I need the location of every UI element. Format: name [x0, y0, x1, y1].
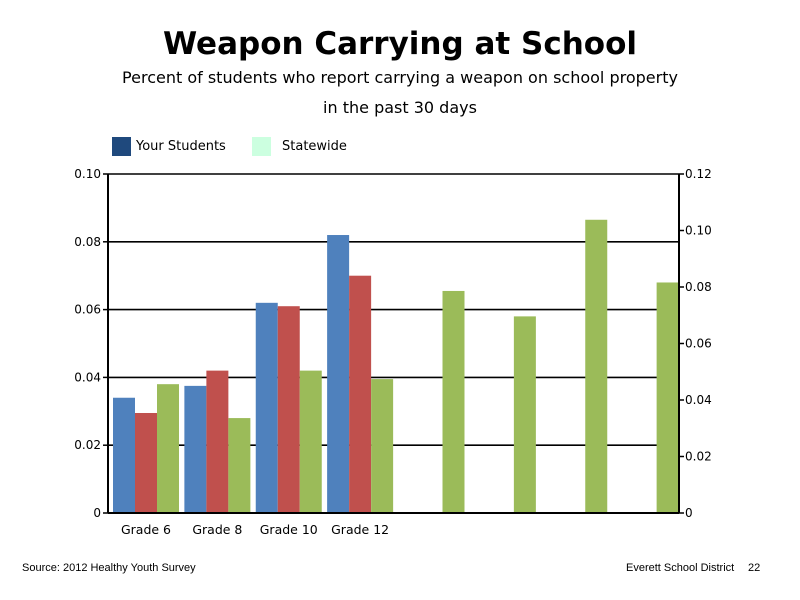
right-tick-label: 0.08: [685, 280, 712, 294]
bar: [299, 370, 322, 513]
legend-item-your-students: Your Students: [112, 136, 226, 156]
bar: [113, 397, 135, 513]
legend-label-your-students: Your Students: [136, 138, 226, 154]
left-tick-label: 0.04: [74, 370, 101, 384]
district-name: Everett School District: [626, 562, 735, 574]
legend-swatch-your-students: [112, 136, 131, 156]
legend-item-statewide: Statewide: [252, 136, 347, 156]
bar: [277, 306, 300, 513]
right-tick-label: 0.10: [685, 224, 712, 238]
bar: [371, 379, 394, 513]
right-tick-label: 0: [685, 506, 693, 520]
left-tick-label: 0: [93, 506, 101, 520]
bar: [228, 418, 251, 513]
category-label: Grade 6: [121, 522, 171, 537]
bar: [442, 290, 465, 513]
right-tick-label: 0.04: [685, 393, 712, 407]
bar: [135, 412, 157, 513]
category-label: Grade 10: [260, 522, 318, 537]
chart-title: Weapon Carrying at School: [162, 26, 638, 62]
right-tick-label: 0.06: [685, 337, 712, 351]
right-tick-label: 0.12: [685, 167, 712, 181]
category-label: Grade 12: [331, 522, 389, 537]
chart-subtitle-line1: Percent of students who report carrying …: [122, 68, 678, 87]
bar: [349, 275, 372, 513]
left-tick-label: 0.06: [74, 303, 101, 317]
legend-label-statewide: Statewide: [282, 138, 347, 154]
left-tick-label: 0.08: [74, 235, 101, 249]
bar: [585, 219, 608, 513]
bar: [184, 385, 207, 513]
category-label: Grade 8: [192, 522, 242, 537]
chart-subtitle-line2: in the past 30 days: [323, 98, 477, 117]
left-tick-label: 0.02: [74, 438, 101, 452]
left-tick-label: 0.10: [74, 167, 101, 181]
bar: [513, 316, 536, 513]
legend-swatch-statewide: [252, 136, 271, 156]
bar: [157, 384, 179, 513]
bar: [327, 235, 350, 513]
page-number: 22: [748, 562, 761, 574]
right-tick-label: 0.02: [685, 450, 712, 464]
source-note: Source: 2012 Healthy Youth Survey: [22, 562, 196, 574]
bar: [206, 370, 229, 513]
bar: [656, 282, 679, 513]
bar: [255, 302, 278, 513]
